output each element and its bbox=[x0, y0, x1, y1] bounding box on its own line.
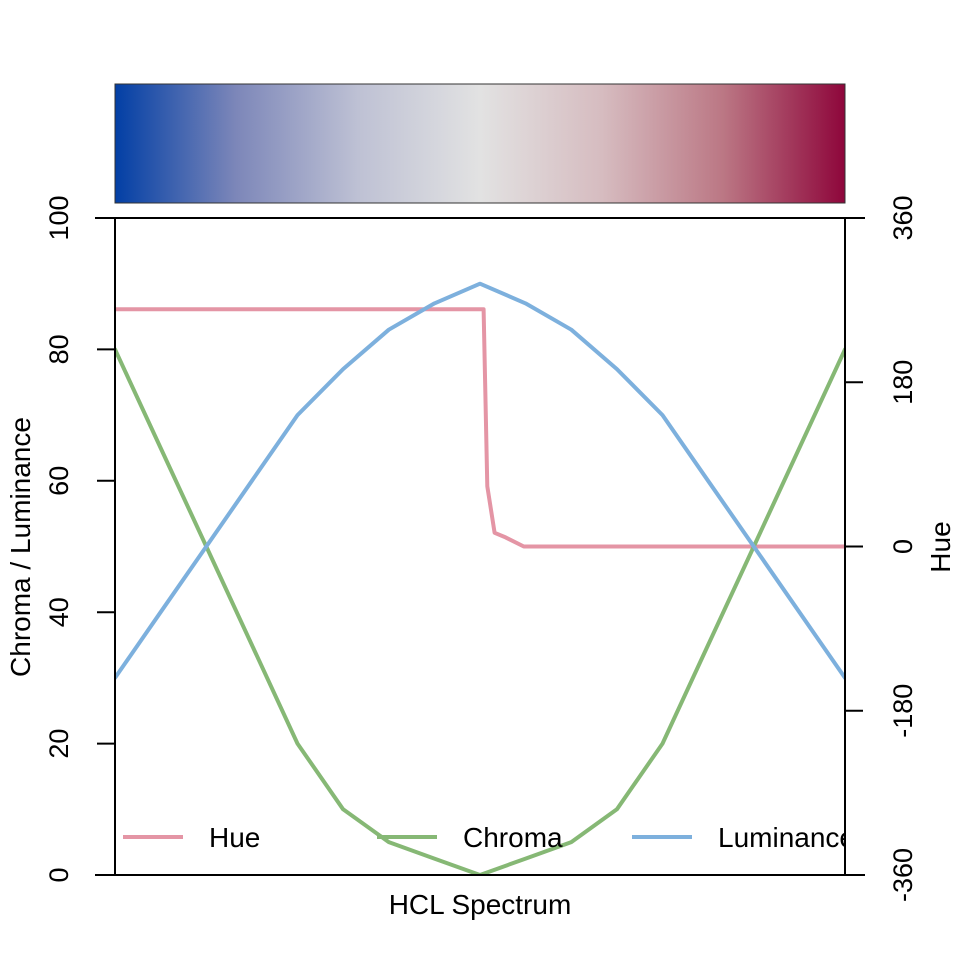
y-tick-label: 0 bbox=[44, 867, 74, 882]
y-tick-label: 80 bbox=[44, 334, 74, 364]
series-luminance-line bbox=[115, 281, 845, 680]
colorbar bbox=[114, 83, 846, 204]
y-tick-label: 60 bbox=[44, 466, 74, 496]
y-right-tick-label: -360 bbox=[888, 848, 918, 902]
y-tick-label: 20 bbox=[44, 729, 74, 759]
y-axis-right-title: Hue bbox=[925, 521, 956, 572]
legend: Hue Chroma Luminance bbox=[123, 822, 855, 853]
series-hue-line bbox=[115, 307, 845, 549]
legend-label-luminance: Luminance bbox=[718, 822, 855, 853]
y-axis-title: Chroma / Luminance bbox=[5, 417, 36, 677]
series-chroma-line bbox=[115, 347, 845, 875]
legend-label-hue: Hue bbox=[209, 822, 260, 853]
x-axis-title: HCL Spectrum bbox=[389, 889, 572, 920]
legend-label-chroma: Chroma bbox=[463, 822, 563, 853]
y-right-tick-label: 0 bbox=[888, 539, 918, 554]
y-right-tick-label: -180 bbox=[888, 684, 918, 738]
y-tick-label: 40 bbox=[44, 597, 74, 627]
y-tick-label: 100 bbox=[44, 195, 74, 240]
y-right-tick-label: 360 bbox=[888, 195, 918, 240]
y-right-tick-label: 180 bbox=[888, 360, 918, 405]
